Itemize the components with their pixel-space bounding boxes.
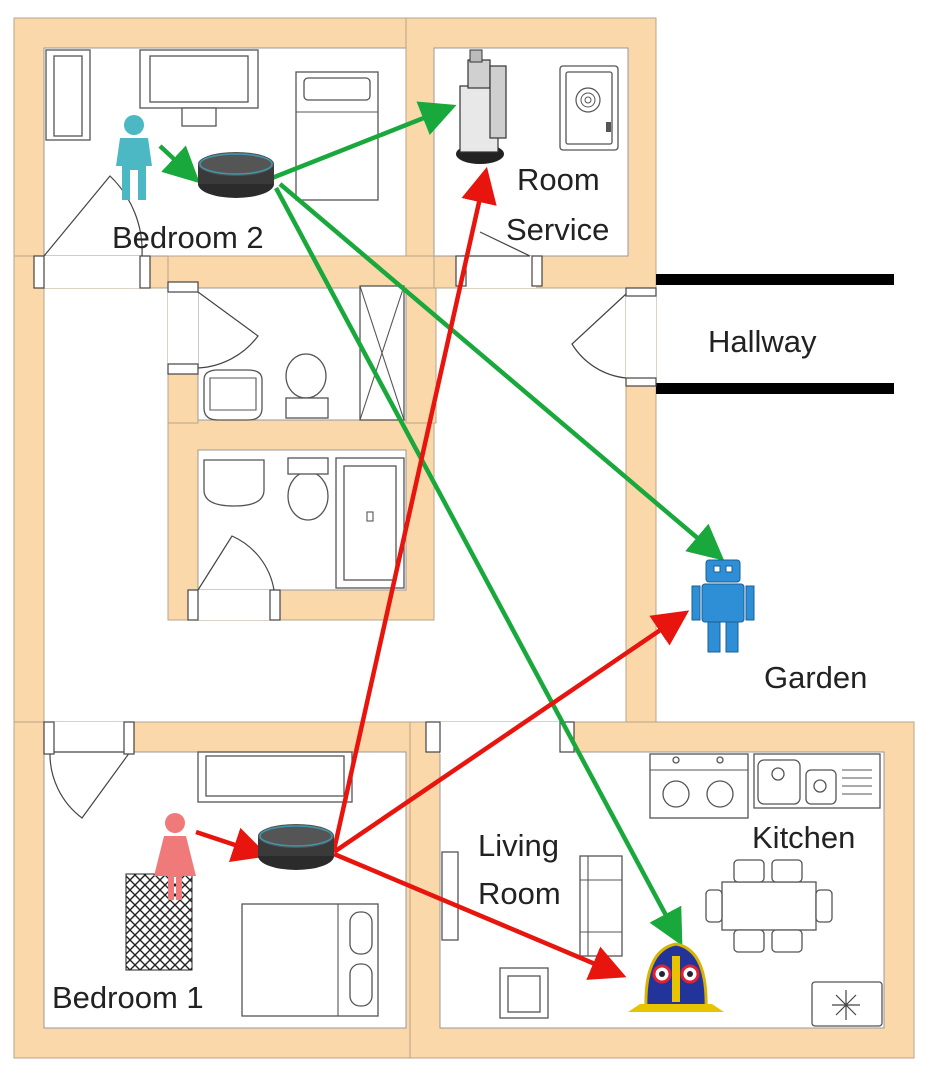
humanoid-robot-icon [691, 559, 755, 653]
smart-speaker-icon [258, 824, 334, 870]
hallway-wall-bottom [656, 383, 894, 394]
smart-speaker-icon [198, 152, 274, 198]
living-kitchen-furniture [441, 753, 883, 1027]
snowflake-icon [832, 990, 860, 1020]
bell-robot-icon [628, 942, 724, 1012]
living-room-label-line1: Living [478, 828, 559, 863]
hallway-label: Hallway [708, 324, 817, 359]
hallway-wall-top [656, 274, 894, 285]
room-labels: Bedroom 2 Room Service Hallway Garden Li… [52, 162, 867, 1015]
door-openings [44, 256, 656, 754]
rug [125, 873, 193, 971]
bedroom2-furniture [45, 49, 379, 201]
garden-label: Garden [764, 660, 867, 695]
service-robot-icon [456, 49, 507, 164]
kitchen-label: Kitchen [752, 820, 855, 855]
bathroom-fixtures [203, 285, 405, 589]
bedroom2-label: Bedroom 2 [112, 220, 264, 255]
room-service-label-line1: Room [517, 162, 600, 197]
green-arrows [158, 101, 725, 946]
bedroom1-label: Bedroom 1 [52, 980, 204, 1015]
safe-icon [559, 65, 619, 151]
person-icon [154, 813, 196, 900]
doors [33, 175, 657, 819]
living-room-label-line2: Room [478, 876, 561, 911]
room-service-label-line2: Service [506, 212, 609, 247]
red-arrows [195, 166, 690, 980]
person-icon [116, 115, 152, 200]
